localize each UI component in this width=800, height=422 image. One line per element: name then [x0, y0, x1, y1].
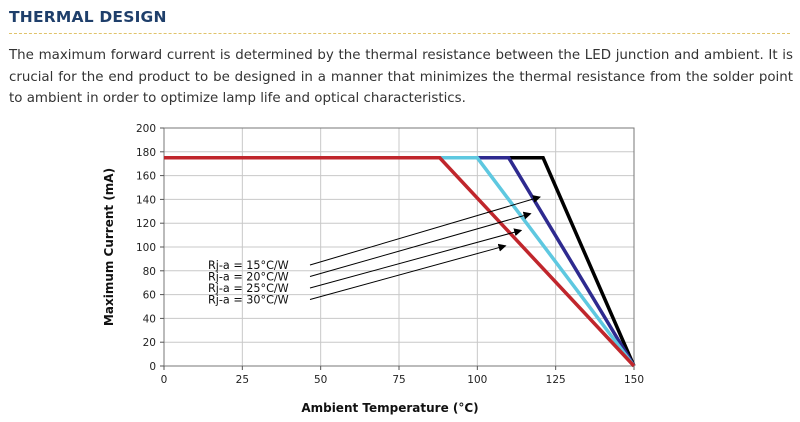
y-tick-label: 20 — [143, 337, 156, 349]
x-tick-label: 75 — [392, 374, 405, 386]
annotation-arrow-4 — [309, 243, 507, 300]
chart-ticks: 0 20 40 60 80 100 120 140 160 180 200 0 25 50 75 100 125… — [136, 123, 644, 386]
annotation-label-2: Rj-a = 20°C/W — [208, 271, 289, 284]
annotation-label-4: Rj-a = 30°C/W — [208, 294, 289, 307]
x-tick-label: 0 — [161, 374, 168, 386]
y-tick-label: 100 — [136, 242, 156, 254]
y-tick-label: 200 — [136, 123, 156, 135]
title-divider — [9, 33, 790, 34]
series-line-4 — [164, 156, 636, 368]
chart-annotations: Rj-a = 15°C/WRj-a = 20°C/WRj-a = 25°C/WR… — [208, 195, 541, 307]
chart-grid — [163, 127, 635, 367]
x-tick-label: 100 — [467, 374, 487, 386]
x-tick-label: 125 — [546, 374, 566, 386]
annotation-arrow-1 — [309, 195, 541, 266]
y-tick-label: 60 — [143, 290, 156, 302]
chart-series — [164, 156, 636, 368]
y-axis-label: Maximum Current (mA) — [102, 168, 116, 326]
y-tick-label: 160 — [136, 171, 156, 183]
section-title: THERMAL DESIGN — [9, 8, 167, 26]
x-axis-label: Ambient Temperature (°C) — [301, 401, 478, 415]
y-tick-label: 120 — [136, 218, 156, 230]
annotation-arrow-2 — [309, 211, 532, 277]
y-tick-label: 40 — [143, 313, 156, 325]
y-tick-label: 180 — [136, 147, 156, 159]
intro-paragraph: The maximum forward current is determine… — [9, 48, 793, 106]
y-tick-label: 140 — [136, 194, 156, 206]
x-tick-label: 150 — [624, 374, 644, 386]
annotation-arrow-3 — [309, 228, 523, 289]
x-tick-label: 25 — [236, 374, 249, 386]
annotation-label-3: Rj-a = 25°C/W — [208, 282, 289, 295]
x-tick-label: 50 — [314, 374, 327, 386]
y-tick-label: 80 — [143, 266, 156, 278]
y-tick-label: 0 — [149, 361, 156, 373]
annotation-label-1: Rj-a = 15°C/W — [208, 259, 289, 272]
